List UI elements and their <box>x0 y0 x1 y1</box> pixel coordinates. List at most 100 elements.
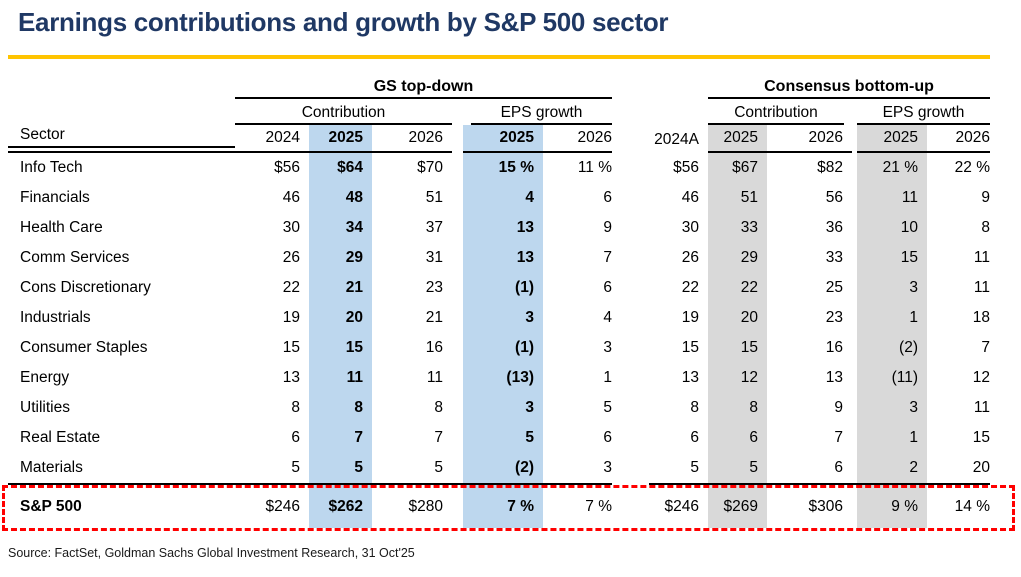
gs-eps-growth-2026: 3 <box>603 459 612 476</box>
cons-contribution-2026: $82 <box>817 159 843 176</box>
cons-contribution-2025: 5 <box>708 453 767 483</box>
gs-contribution-2026: 31 <box>425 249 443 266</box>
cons-eps-growth-2025: (11) <box>857 363 927 393</box>
cons-contribution-2025: 29 <box>708 243 767 273</box>
gs-eps-growth-2025: 4 <box>463 183 543 213</box>
year-gs-eps-2026: 2026 <box>543 125 612 153</box>
cons-contribution-2025: 33 <box>708 213 767 243</box>
sector-name: Industrials <box>20 309 91 326</box>
actual-2024a: 8 <box>690 399 699 416</box>
sector-name: Financials <box>20 189 90 206</box>
year-gs-contribution-2026: 2026 <box>372 125 452 153</box>
gs-eps-growth-2025: (13) <box>463 363 543 393</box>
sector-name: Materials <box>20 459 83 476</box>
table-row: Real Estate 6 7 7 5 6 6 6 7 1 15 <box>8 423 999 453</box>
gap <box>452 423 463 453</box>
gs-contribution-2025: 5 <box>309 453 372 483</box>
cons-eps-growth-2026: 12 <box>972 369 990 386</box>
gs-contribution-2024: 30 <box>282 219 300 236</box>
cons-eps-growth-2026: 11 <box>973 279 990 296</box>
gs-eps-growth-header: EPS growth <box>471 99 612 125</box>
gs-eps-growth-2025: (1) <box>463 333 543 363</box>
gs-eps-growth-2026: 1 <box>603 369 612 386</box>
cons-eps-growth-2026: 8 <box>981 219 990 236</box>
cons-contribution-header: Contribution <box>708 99 844 125</box>
subgroup-header-row: Contribution EPS growth Contribution EPS… <box>8 99 999 125</box>
table-row: Info Tech $56 $64 $70 15 % 11 % $56 $67 $82 21 % 2… <box>8 153 999 183</box>
gs-contribution-2025: 15 <box>309 333 372 363</box>
year-cons-contribution-2026: 2026 <box>767 125 852 153</box>
table-row: Cons Discretionary 22 21 23 (1) 6 22 22 25 3 11 <box>8 273 999 303</box>
total-gs-eps-2025: 7 % <box>463 483 543 528</box>
actual-2024a: $56 <box>673 159 699 176</box>
sector-name: Energy <box>20 369 70 386</box>
gs-contribution-2025: 7 <box>309 423 372 453</box>
year-cons-eps-2025: 2025 <box>857 125 927 153</box>
gs-contribution-2024: 15 <box>282 339 300 356</box>
cons-contribution-2026: 9 <box>834 399 843 416</box>
table-row: Materials 5 5 5 (2) 3 5 5 6 2 20 <box>8 453 999 483</box>
gs-contribution-2024: 8 <box>291 399 300 416</box>
cons-eps-growth-2025: 11 <box>857 183 927 213</box>
cons-contribution-2025: 8 <box>708 393 767 423</box>
cons-contribution-2025: 22 <box>708 273 767 303</box>
gs-eps-growth-2026: 6 <box>603 429 612 446</box>
total-cons-eps-2026: 14 % <box>927 483 990 528</box>
gap <box>452 453 463 483</box>
actual-2024a: 13 <box>681 369 699 386</box>
gs-eps-growth-2025: 5 <box>463 423 543 453</box>
gs-contribution-2024: 19 <box>282 309 300 326</box>
cons-contribution-2025: 20 <box>708 303 767 333</box>
gs-topdown-group-header: GS top-down <box>235 74 612 99</box>
gs-contribution-2026: 23 <box>425 279 443 296</box>
gs-eps-growth-2026: 4 <box>603 309 612 326</box>
table-row: Consumer Staples 15 15 16 (1) 3 15 15 16 (2) 7 <box>8 333 999 363</box>
gs-eps-growth-2025: 13 <box>463 213 543 243</box>
year-gs-contribution-2025: 2025 <box>309 125 372 153</box>
table-row: Industrials 19 20 21 3 4 19 20 23 1 18 <box>8 303 999 333</box>
cons-eps-growth-2026: 7 <box>981 339 990 356</box>
year-gs-contribution-2024: 2024 <box>235 125 309 153</box>
table-body: Info Tech $56 $64 $70 15 % 11 % $56 $67 $82 21 % 2… <box>8 153 999 483</box>
gs-contribution-2024: 13 <box>282 369 300 386</box>
cons-eps-growth-2026: 18 <box>972 309 990 326</box>
gs-contribution-header: Contribution <box>235 99 452 125</box>
cons-eps-growth-2025: 21 % <box>857 153 927 183</box>
cons-contribution-2025: 15 <box>708 333 767 363</box>
cons-eps-growth-2025: 3 <box>857 273 927 303</box>
page-title: Earnings contributions and growth by S&P… <box>18 7 669 37</box>
sector-name: Info Tech <box>20 159 83 176</box>
gap <box>621 453 649 483</box>
gs-eps-growth-2025: 15 % <box>463 153 543 183</box>
actual-2024a: 22 <box>681 279 699 296</box>
gap <box>621 243 649 273</box>
sector-name: Health Care <box>20 219 103 236</box>
gs-eps-growth-2025: 3 <box>463 393 543 423</box>
earnings-table: GS top-down Consensus bottom-up Contribu… <box>8 74 999 528</box>
gs-eps-growth-2026: 6 <box>603 279 612 296</box>
gap <box>621 333 649 363</box>
gs-eps-growth-2026: 7 <box>603 249 612 266</box>
total-actual-2024a: $246 <box>649 483 708 528</box>
gap <box>621 183 649 213</box>
cons-contribution-2026: 56 <box>825 189 843 206</box>
gs-contribution-2026: 11 <box>426 369 443 386</box>
cons-contribution-2026: 16 <box>825 339 843 356</box>
cons-eps-growth-2026: 11 <box>973 249 990 266</box>
gap <box>452 213 463 243</box>
table-row: Energy 13 11 11 (13) 1 13 12 13 (11) 12 <box>8 363 999 393</box>
gs-eps-growth-2026: 9 <box>603 219 612 236</box>
sector-name: Cons Discretionary <box>20 279 151 296</box>
gap <box>621 213 649 243</box>
gap <box>621 423 649 453</box>
gap <box>621 393 649 423</box>
gs-eps-growth-2025: 13 <box>463 243 543 273</box>
actual-2024a: 5 <box>690 459 699 476</box>
cons-eps-growth-2026: 22 % <box>954 159 990 176</box>
gs-eps-growth-2026: 6 <box>603 189 612 206</box>
cons-contribution-2026: 13 <box>825 369 843 386</box>
cons-eps-growth-2026: 15 <box>972 429 990 446</box>
table-row: Utilities 8 8 8 3 5 8 8 9 3 11 <box>8 393 999 423</box>
sector-name: Comm Services <box>20 249 130 266</box>
